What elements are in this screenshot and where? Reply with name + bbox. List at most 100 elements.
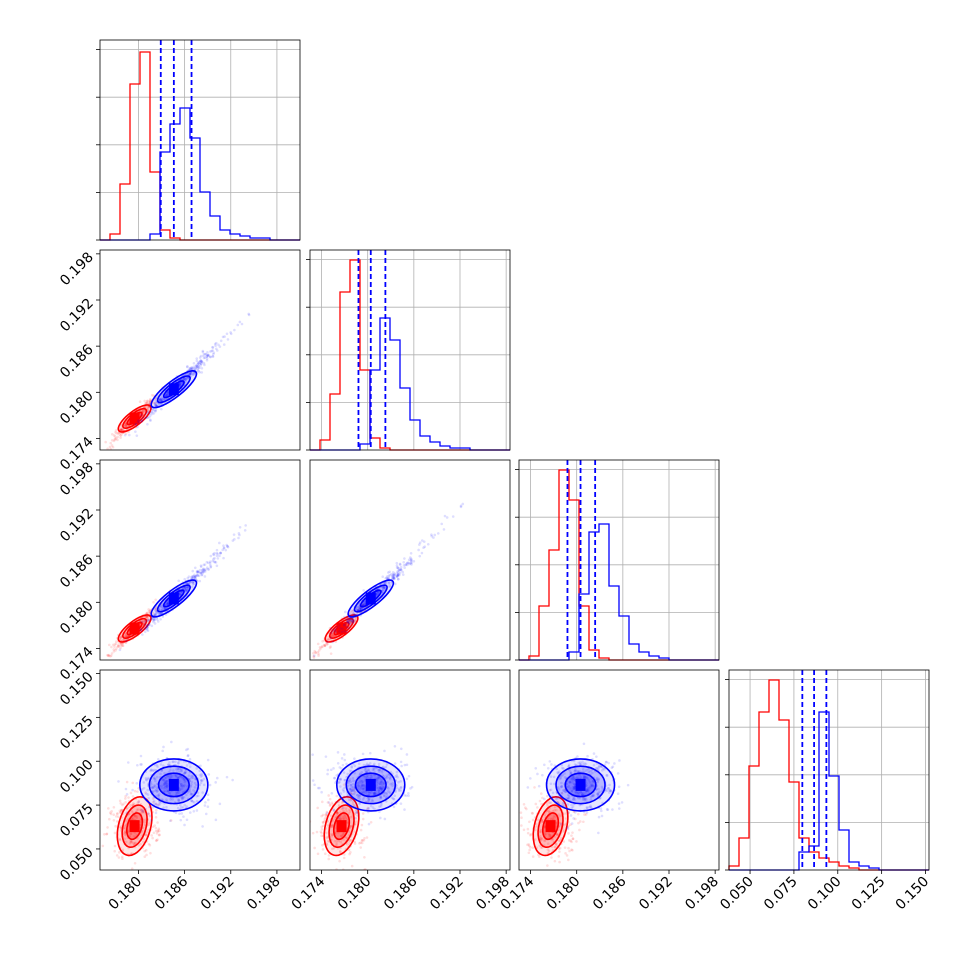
scatter-point: [201, 571, 205, 574]
hist-panel-0: [96, 39, 301, 241]
scatter-point: [189, 792, 193, 796]
scatter-point: [324, 813, 328, 816]
scatter-point: [202, 361, 206, 365]
scatter-point: [139, 627, 143, 631]
scatter-point: [363, 600, 367, 604]
scatter-point: [350, 864, 354, 868]
scatter-point: [359, 828, 363, 832]
scatter-point: [550, 763, 553, 766]
scatter-point: [323, 643, 327, 647]
scatter-point: [379, 787, 383, 790]
scatter-point: [616, 792, 620, 795]
scatter-point: [519, 811, 523, 814]
scatter-point: [148, 805, 152, 809]
scatter-point: [559, 785, 563, 789]
scatter-point: [149, 851, 152, 855]
scatter-point: [146, 625, 149, 629]
scatter-point: [106, 653, 109, 657]
scatter-point: [186, 747, 190, 751]
scatter-point: [129, 803, 132, 807]
scatter-point: [194, 574, 198, 578]
scatter-point: [349, 791, 353, 795]
scatter-point: [617, 802, 621, 805]
scatter-point: [383, 749, 386, 753]
scatter-point: [124, 827, 127, 830]
scatter-point: [354, 616, 357, 620]
scatter-point: [108, 811, 112, 814]
scatter-point: [567, 832, 570, 835]
scatter-point: [568, 849, 571, 853]
scatter-point: [379, 780, 382, 784]
scatter-point: [140, 629, 144, 632]
scatter-point: [551, 816, 555, 819]
scatter-point: [345, 762, 348, 766]
scatter-point: [534, 802, 538, 806]
scatter-point: [331, 635, 335, 638]
scatter-point: [186, 585, 190, 589]
scatter-point: [178, 382, 182, 386]
scatter-point: [179, 593, 182, 596]
scatter-point: [577, 791, 580, 795]
scatter-point: [132, 841, 135, 845]
scatter-point: [334, 813, 338, 816]
scatter-point: [206, 798, 210, 802]
scatter-point: [178, 381, 182, 385]
scatter-point: [119, 428, 122, 431]
scatter-point: [596, 792, 600, 796]
scatter-point: [124, 424, 127, 427]
scatter-point: [583, 776, 586, 779]
scatter-point: [380, 787, 384, 791]
scatter-point: [120, 428, 124, 432]
scatter-point: [140, 811, 144, 814]
scatter-point: [565, 854, 569, 857]
scatter-point: [399, 789, 402, 792]
scatter-point: [526, 827, 530, 831]
scatter-point: [389, 782, 393, 786]
scatter-point: [190, 780, 193, 784]
scatter-point: [430, 534, 434, 538]
scatter-point: [110, 438, 114, 442]
scatter-point: [135, 816, 139, 820]
scatter-point: [417, 548, 420, 552]
scatter-point: [152, 784, 156, 787]
scatter-point: [572, 777, 576, 780]
scatter-point: [357, 762, 361, 766]
scatter-point: [597, 767, 600, 770]
scatter-point: [121, 427, 124, 431]
scatter-point: [547, 832, 551, 835]
scatter-point: [570, 822, 574, 825]
scatter-point: [401, 573, 405, 576]
scatter-point: [191, 580, 194, 584]
scatter-point: [344, 836, 348, 839]
scatter-point: [377, 789, 381, 792]
scatter-point: [122, 802, 125, 806]
panel-3-0: [99, 669, 301, 871]
scatter-point: [589, 805, 593, 809]
scatter-point: [350, 792, 354, 796]
scatter-point: [574, 776, 578, 780]
scatter-point: [566, 785, 569, 789]
scatter-point: [192, 576, 195, 580]
scatter-point: [110, 444, 114, 447]
scatter-point: [566, 803, 570, 806]
scatter-point: [303, 659, 306, 662]
scatter-point: [607, 791, 611, 794]
scatter-point: [379, 816, 382, 820]
scatter-point: [538, 844, 541, 847]
scatter-point: [136, 808, 140, 811]
scatter-point: [211, 355, 215, 358]
scatter-point: [171, 798, 174, 801]
scatter-point: [162, 778, 165, 782]
scatter-point: [143, 405, 146, 409]
scatter-point: [323, 644, 327, 648]
scatter-point: [543, 813, 547, 817]
scatter-point: [371, 768, 375, 772]
scatter-point: [567, 765, 570, 768]
scatter-point: [184, 378, 187, 381]
scatter-point: [380, 770, 384, 774]
scatter-point: [607, 787, 610, 790]
scatter-point: [601, 787, 605, 791]
scatter-point: [339, 778, 342, 781]
scatter-point: [152, 768, 156, 772]
scatter-point: [546, 842, 550, 845]
